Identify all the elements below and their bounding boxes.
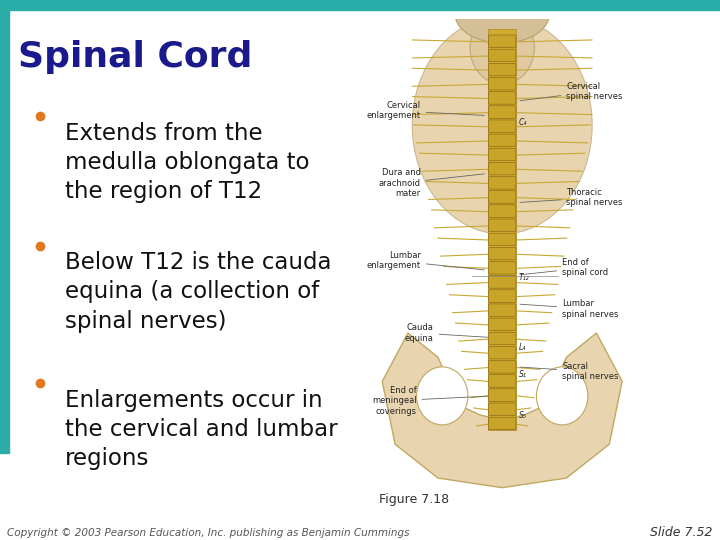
Text: Spinal Cord: Spinal Cord (18, 40, 253, 73)
Text: Enlargements occur in
the cervical and lumbar
regions: Enlargements occur in the cervical and l… (65, 389, 338, 470)
FancyBboxPatch shape (488, 261, 516, 274)
Text: Sacral
spinal nerves: Sacral spinal nerves (520, 362, 618, 381)
FancyBboxPatch shape (488, 275, 516, 288)
Text: Cervical
enlargement: Cervical enlargement (366, 101, 485, 120)
FancyBboxPatch shape (488, 163, 516, 175)
FancyBboxPatch shape (488, 290, 516, 302)
Text: Extends from the
medulla oblongata to
the region of T12: Extends from the medulla oblongata to th… (65, 122, 310, 203)
Bar (488, 29, 516, 430)
FancyBboxPatch shape (488, 205, 516, 218)
FancyBboxPatch shape (488, 134, 516, 147)
Text: Dura and
arachnoid
mater: Dura and arachnoid mater (379, 168, 485, 198)
Ellipse shape (536, 367, 588, 425)
FancyBboxPatch shape (488, 106, 516, 118)
Ellipse shape (470, 12, 534, 84)
Text: L₄: L₄ (518, 343, 526, 352)
FancyBboxPatch shape (488, 389, 516, 401)
FancyBboxPatch shape (488, 403, 516, 416)
FancyBboxPatch shape (488, 318, 516, 330)
Text: End of
meningeal
coverings: End of meningeal coverings (372, 386, 491, 416)
Text: Cervical
spinal nerves: Cervical spinal nerves (520, 82, 623, 101)
Ellipse shape (455, 0, 549, 43)
FancyBboxPatch shape (488, 49, 516, 62)
FancyBboxPatch shape (488, 304, 516, 316)
FancyBboxPatch shape (488, 63, 516, 76)
Text: T₁₂: T₁₂ (518, 273, 529, 282)
FancyBboxPatch shape (488, 233, 516, 246)
FancyBboxPatch shape (488, 92, 516, 104)
Text: Below T12 is the cauda
equina (a collection of
spinal nerves): Below T12 is the cauda equina (a collect… (65, 251, 331, 333)
Text: S₅: S₅ (518, 411, 526, 420)
FancyBboxPatch shape (488, 375, 516, 387)
Text: Cauda
equina: Cauda equina (405, 323, 495, 343)
FancyBboxPatch shape (488, 120, 516, 132)
Bar (0, 0, 720, 10)
FancyBboxPatch shape (488, 35, 516, 48)
Polygon shape (382, 333, 622, 488)
Bar (0, 10, 9, 453)
Text: Figure 7.18: Figure 7.18 (379, 493, 449, 506)
FancyBboxPatch shape (488, 77, 516, 90)
Text: Slide 7.52: Slide 7.52 (650, 526, 713, 539)
Ellipse shape (416, 367, 468, 425)
Text: Thoracic
spinal nerves: Thoracic spinal nerves (520, 188, 623, 207)
FancyBboxPatch shape (488, 361, 516, 373)
Text: S₁: S₁ (518, 369, 526, 379)
Text: Lumbar
spinal nerves: Lumbar spinal nerves (520, 299, 618, 319)
FancyBboxPatch shape (488, 191, 516, 203)
FancyBboxPatch shape (488, 219, 516, 232)
Text: End of
spinal cord: End of spinal cord (520, 258, 608, 278)
FancyBboxPatch shape (488, 148, 516, 161)
Text: Copyright © 2003 Pearson Education, Inc. publishing as Benjamin Cummings: Copyright © 2003 Pearson Education, Inc.… (7, 528, 410, 538)
FancyBboxPatch shape (488, 346, 516, 359)
Ellipse shape (413, 17, 592, 234)
FancyBboxPatch shape (488, 247, 516, 260)
FancyBboxPatch shape (488, 417, 516, 430)
FancyBboxPatch shape (488, 332, 516, 345)
Text: C₄: C₄ (518, 118, 527, 127)
FancyBboxPatch shape (488, 177, 516, 189)
Text: Lumbar
enlargement: Lumbar enlargement (366, 251, 485, 270)
